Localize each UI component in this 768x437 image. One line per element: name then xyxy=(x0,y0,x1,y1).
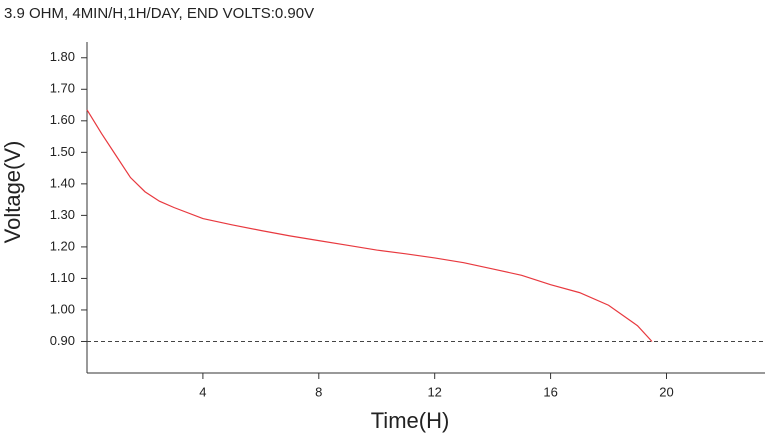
y-tick-label: 1.10 xyxy=(50,270,75,285)
y-tick-label: 1.40 xyxy=(50,175,75,190)
chart-title: 3.9 OHM, 4MIN/H,1H/DAY, END VOLTS:0.90V xyxy=(4,5,314,22)
x-tick-label: 20 xyxy=(659,384,673,399)
x-axis-label: Time(H) xyxy=(371,408,450,433)
y-tick-label: 1.80 xyxy=(50,49,75,64)
data-line xyxy=(86,109,653,342)
y-tick-label: 1.30 xyxy=(50,207,75,222)
y-tick-label: 1.20 xyxy=(50,238,75,253)
y-tick-label: 0.90 xyxy=(50,333,75,348)
y-tick-label: 1.00 xyxy=(50,301,75,316)
y-axis-label: Voltage(V) xyxy=(0,141,25,244)
x-tick-label: 16 xyxy=(543,384,557,399)
y-tick-label: 1.60 xyxy=(50,112,75,127)
x-tick-label: 4 xyxy=(199,384,206,399)
y-tick-label: 1.70 xyxy=(50,81,75,96)
y-tick-label: 1.50 xyxy=(50,144,75,159)
x-tick-label: 12 xyxy=(427,384,441,399)
x-tick-label: 8 xyxy=(315,384,322,399)
